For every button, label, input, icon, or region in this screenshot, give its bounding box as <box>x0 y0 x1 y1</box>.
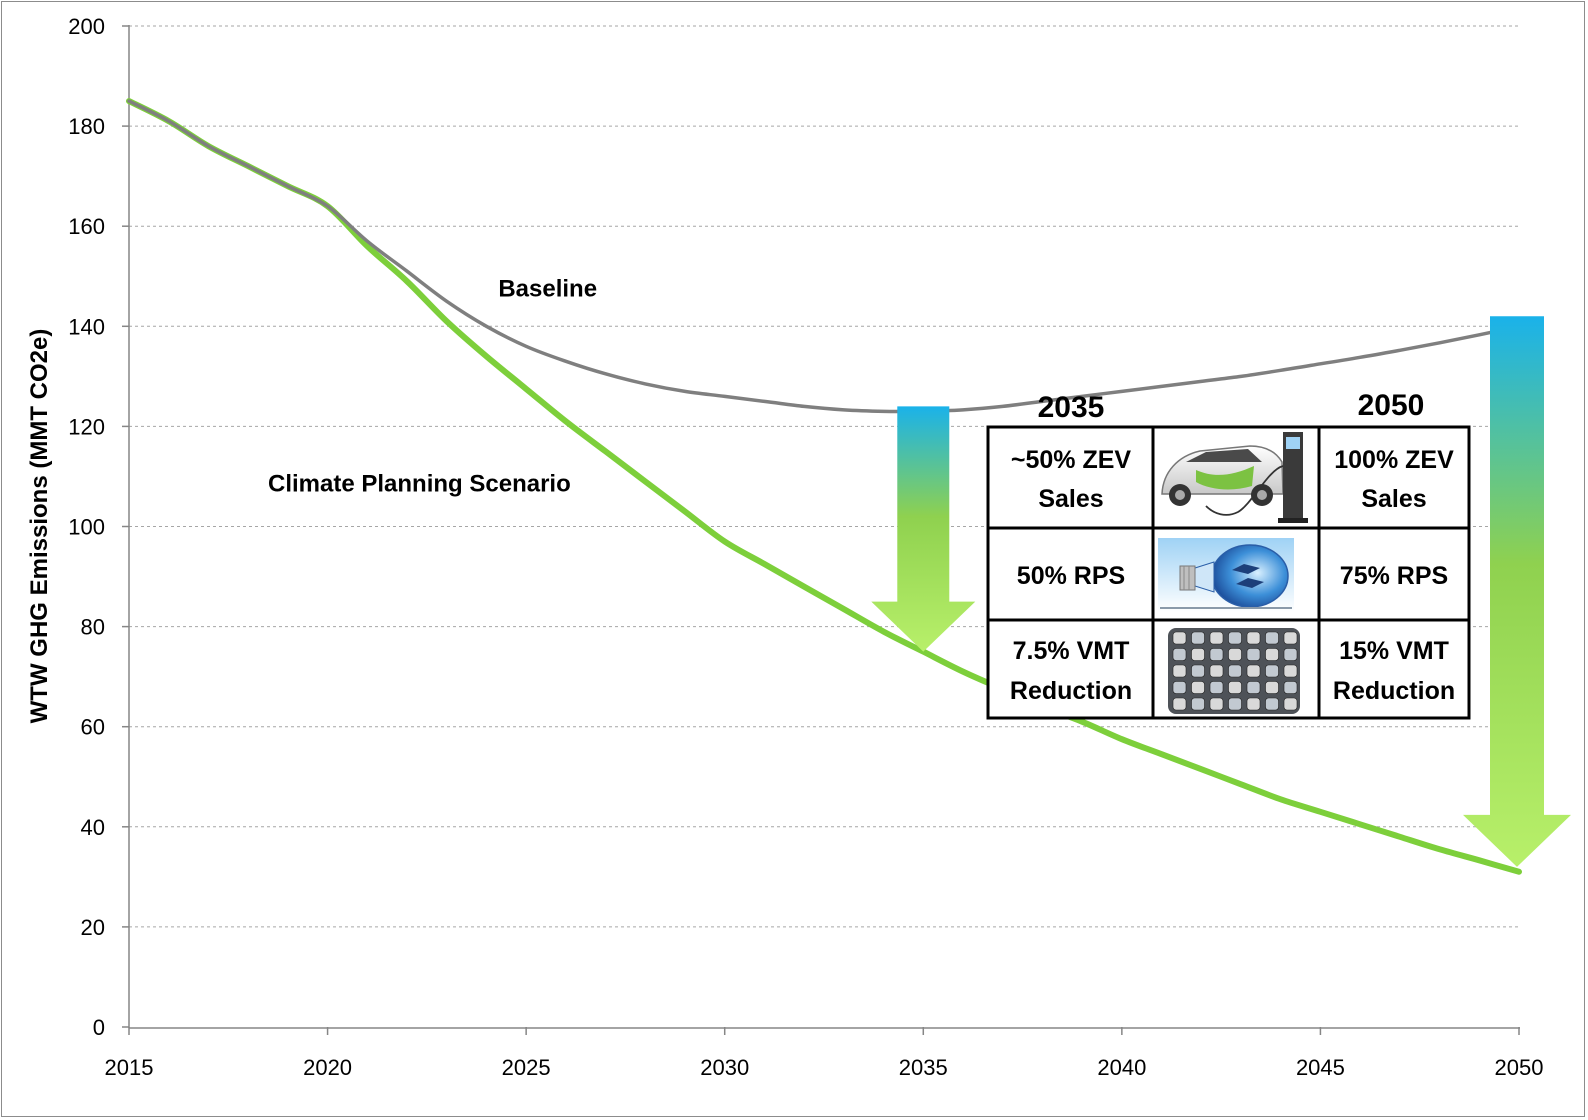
baseline-label: Baseline <box>498 275 597 302</box>
car-shape <box>1246 681 1261 694</box>
y-tick-label: 20 <box>81 915 105 940</box>
y-axis-title: WTW GHG Emissions (MMT CO2e) <box>26 329 53 724</box>
policy-table: 2035 2050 ~50% ZEV Sales 100% ZEV Sales … <box>986 389 1471 720</box>
x-tick-label: 2015 <box>105 1055 154 1080</box>
car-shape <box>1172 648 1187 661</box>
table-grid-lines <box>986 425 1471 720</box>
row1-right-line2: Sales <box>1361 485 1426 513</box>
x-tick-label: 2045 <box>1296 1055 1345 1080</box>
car-shape <box>1209 697 1224 711</box>
y-tick-label: 0 <box>93 1015 105 1040</box>
traffic-jam-icon <box>1168 628 1300 714</box>
row2-left: 50% RPS <box>1017 562 1125 590</box>
y-tick-label: 60 <box>81 715 105 740</box>
car-shape <box>1246 648 1261 661</box>
baseline-line <box>127 99 1521 414</box>
car-shape <box>1228 664 1242 678</box>
car-shape <box>1191 697 1205 711</box>
car-shape <box>1265 631 1279 645</box>
climate-scenario-label: Climate Planning Scenario <box>268 470 571 497</box>
car-shape <box>1191 648 1205 661</box>
car-shape <box>1191 681 1205 694</box>
car-shape <box>1265 664 1279 678</box>
car-shape <box>1265 681 1279 694</box>
renewable-lightbulb-icon <box>1158 538 1294 612</box>
y-tick-label: 180 <box>68 114 105 139</box>
reduction-arrows <box>871 316 1571 867</box>
x-tick-label: 2040 <box>1097 1055 1146 1080</box>
car-shape <box>1228 648 1242 661</box>
y-tick-label: 100 <box>68 515 105 540</box>
y-tick-label: 140 <box>68 314 105 339</box>
car-shape <box>1246 631 1261 645</box>
y-tick-label: 80 <box>81 615 105 640</box>
row2-right: 75% RPS <box>1340 562 1448 590</box>
reduction-arrow-2035 <box>871 406 976 652</box>
x-tick-label: 2050 <box>1495 1055 1544 1080</box>
car-shape <box>1209 631 1224 645</box>
car-shape <box>1172 631 1187 645</box>
series-lines <box>126 98 1522 875</box>
car-shape <box>1228 631 1242 645</box>
x-tick-label: 2025 <box>502 1055 551 1080</box>
car-shape <box>1246 664 1261 678</box>
car-shape <box>1283 697 1298 711</box>
row1-right-line1: 100% ZEV <box>1334 446 1454 474</box>
car-shape <box>1209 648 1224 661</box>
car-shape <box>1246 697 1261 711</box>
car-shape <box>1283 681 1298 694</box>
row1-left-line2: Sales <box>1038 485 1103 513</box>
car-shape <box>1283 648 1298 661</box>
car-shape <box>1228 681 1242 694</box>
car-shape <box>1191 631 1205 645</box>
car-shape <box>1283 631 1298 645</box>
y-tick-label: 160 <box>68 214 105 239</box>
y-tick-label: 120 <box>68 414 105 439</box>
y-tick-label: 40 <box>81 815 105 840</box>
car-shape <box>1228 697 1242 711</box>
table-header-2035: 2035 <box>1038 391 1105 424</box>
table-header-2050: 2050 <box>1358 389 1425 422</box>
car-shape <box>1172 681 1187 694</box>
x-tick-label: 2020 <box>303 1055 352 1080</box>
y-tick-label: 200 <box>68 14 105 39</box>
row3-right-line1: 15% VMT <box>1339 637 1449 665</box>
row1-left-line1: ~50% ZEV <box>1011 446 1132 474</box>
car-shape <box>1172 697 1187 711</box>
series-annotations: Baseline Climate Planning Scenario <box>268 275 597 497</box>
car-shape <box>1172 664 1187 678</box>
car-shape <box>1209 681 1224 694</box>
y-axis-ticks: 0 20 40 60 80 100 120 140 160 180 200 <box>68 14 129 1040</box>
row3-left-line2: Reduction <box>1010 677 1132 705</box>
reduction-arrow-2050 <box>1463 316 1571 867</box>
climate-scenario-line <box>126 98 1522 875</box>
row3-right-line2: Reduction <box>1333 677 1455 705</box>
electric-car-charging-icon <box>1161 432 1308 523</box>
car-shape <box>1283 664 1298 678</box>
car-shape <box>1265 648 1279 661</box>
x-axis-ticks: 2015 2020 2025 2030 2035 2040 2045 2050 <box>105 1027 1544 1080</box>
car-shape <box>1265 697 1279 711</box>
car-shape <box>1209 664 1224 678</box>
x-tick-label: 2035 <box>899 1055 948 1080</box>
x-tick-label: 2030 <box>700 1055 749 1080</box>
car-shape <box>1191 664 1205 678</box>
row3-left-line1: 7.5% VMT <box>1013 637 1130 665</box>
